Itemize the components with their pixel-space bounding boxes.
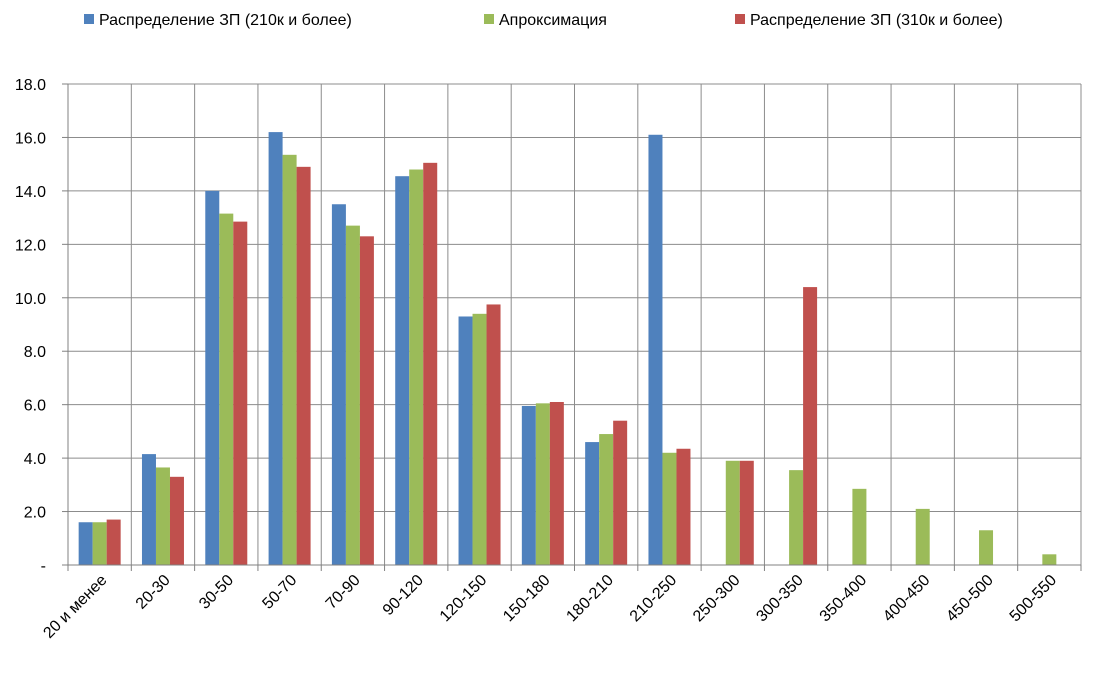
bar	[423, 162, 438, 565]
legend-swatch	[735, 14, 745, 24]
bar	[359, 236, 374, 566]
bar	[979, 530, 994, 565]
bar	[585, 442, 600, 565]
bar	[458, 316, 473, 565]
bar	[296, 166, 311, 566]
legend-label: Распределение ЗП (310к и более)	[750, 12, 1003, 29]
x-tick-label: 30-50	[196, 572, 237, 613]
bar	[648, 134, 663, 565]
bar	[535, 403, 550, 565]
legend-swatch	[484, 14, 494, 24]
y-tick-label: 2.0	[24, 505, 46, 522]
bar	[789, 470, 804, 565]
x-tick-label: 250-300	[690, 572, 744, 626]
x-tick-label: 450-500	[943, 572, 997, 626]
bar	[169, 476, 184, 565]
x-tick-label: 180-210	[563, 572, 617, 626]
legend-swatch	[84, 14, 94, 24]
x-tick-label: 90-120	[380, 572, 427, 619]
x-tick-label: 210-250	[627, 572, 681, 626]
bar	[92, 522, 107, 565]
legend: Распределение ЗП (210к и более) Апроксима…	[84, 12, 1003, 29]
bar	[141, 454, 156, 565]
x-tick-label: 70-90	[323, 572, 364, 613]
bar	[852, 488, 867, 565]
y-tick-label: 8.0	[24, 344, 46, 361]
bar	[472, 313, 487, 565]
bar	[219, 213, 234, 565]
x-tick-label: 20 и менее	[40, 572, 110, 642]
x-tick-label: 300-350	[753, 572, 807, 626]
y-tick-label: 6.0	[24, 398, 46, 415]
bars-layer	[78, 132, 1057, 566]
bar	[395, 176, 410, 566]
y-tick-label: -	[41, 558, 46, 575]
x-tick-label: 400-450	[880, 572, 934, 626]
y-tick-label: 16.0	[15, 130, 46, 147]
x-tick-label: 20-30	[133, 572, 174, 613]
bar	[521, 406, 536, 565]
bar	[599, 434, 614, 565]
bar	[662, 452, 677, 565]
legend-label: Апроксимация	[499, 12, 607, 29]
y-tick-label: 14.0	[15, 184, 46, 201]
bar	[549, 401, 564, 565]
legend-label: Распределение ЗП (210к и более)	[99, 12, 352, 29]
bar	[268, 132, 283, 565]
bar	[409, 169, 424, 565]
bar	[155, 467, 170, 565]
y-tick-label: 10.0	[15, 291, 46, 308]
bar	[613, 420, 628, 565]
bar	[1042, 554, 1057, 565]
y-tick-label: 18.0	[15, 77, 46, 94]
x-tick-label: 150-180	[500, 572, 554, 626]
bar	[486, 304, 501, 565]
x-tick-label: 350-400	[817, 572, 871, 626]
bar	[282, 154, 297, 565]
bar	[205, 190, 220, 565]
bar	[233, 221, 248, 565]
x-tick-label: 120-150	[437, 572, 491, 626]
y-tick-label: 12.0	[15, 237, 46, 254]
bar	[676, 448, 691, 565]
bar	[803, 287, 818, 565]
bar	[725, 460, 740, 565]
bar	[78, 522, 93, 565]
x-tick-label: 500-550	[1007, 572, 1061, 626]
y-tick-label: 4.0	[24, 451, 46, 468]
bar	[331, 204, 346, 565]
bar	[739, 460, 754, 565]
bar	[915, 508, 930, 565]
x-tick-label: 50-70	[259, 572, 300, 613]
bar	[106, 519, 121, 565]
bar	[345, 225, 360, 565]
